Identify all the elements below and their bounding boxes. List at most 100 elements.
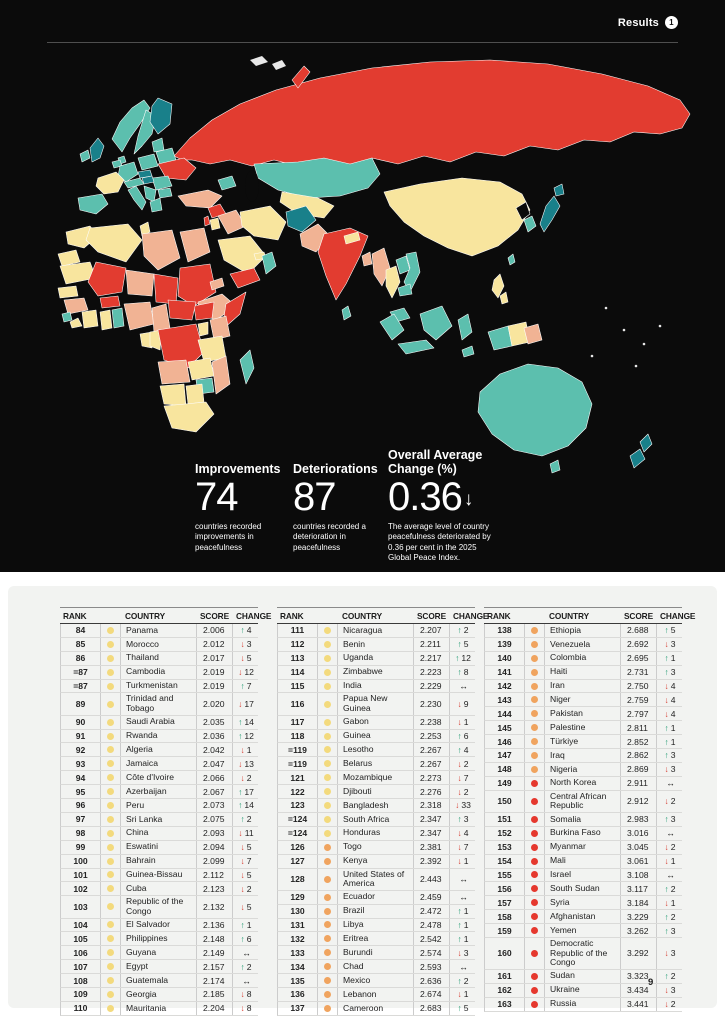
country-cell: Peru (121, 799, 197, 812)
score-cell: 2.695 (621, 651, 657, 665)
score-band-dot-cell (101, 651, 121, 665)
change-down-arrow-icon: ↓ (240, 901, 245, 912)
change-value: 2 (670, 883, 676, 894)
change-value: 7 (246, 856, 252, 867)
table-row: 86 Thailand 2.017 ↓ 5 (60, 651, 258, 666)
score-cell: 2.112 (197, 868, 233, 882)
change-value: 3 (463, 814, 469, 825)
rank-cell: 113 (278, 651, 318, 665)
rank-cell: 103 (61, 896, 101, 918)
change-value: 2 (463, 786, 469, 797)
rank-cell: 128 (278, 868, 318, 890)
change-value: 2 (670, 911, 676, 922)
change-down-arrow-icon: ↓ (664, 897, 669, 908)
change-value: 5 (246, 901, 252, 912)
yellow-dot-icon (107, 1004, 114, 1012)
rank-cell: =124 (278, 812, 318, 826)
red-dot-icon (531, 927, 538, 934)
score-band-dot-cell (318, 904, 338, 918)
change-value: 2 (246, 814, 252, 825)
score-cell: 2.381 (414, 840, 450, 854)
score-cell: 2.075 (197, 812, 233, 826)
rank-cell: 144 (485, 707, 525, 721)
score-band-dot-cell (525, 840, 545, 854)
rank-cell: 89 (61, 693, 101, 715)
score-cell: 2.750 (621, 679, 657, 693)
country-cell: Egypt (121, 960, 197, 974)
orange-dot-icon (531, 696, 538, 704)
rank-cell: 161 (485, 969, 525, 983)
column-header: COUNTRY (342, 610, 383, 621)
score-cell: 2.185 (197, 987, 233, 1001)
rank-cell: 150 (485, 790, 525, 812)
change-value: 3 (670, 750, 676, 761)
table-row: 123 Bangladesh 2.318 ↓ 33 (277, 799, 475, 813)
rank-cell: 107 (61, 960, 101, 974)
orange-dot-icon (531, 751, 538, 759)
orange-dot-icon (324, 857, 331, 865)
rank-cell: 100 (61, 854, 101, 868)
country-cell: Mali (545, 854, 621, 868)
rank-cell: 129 (278, 890, 318, 904)
change-up-arrow-icon: ↑ (664, 653, 669, 664)
change-down-arrow-icon: ↓ (664, 842, 669, 853)
score-cell: 2.017 (197, 651, 233, 665)
change-cell: ↑ 5 (450, 1002, 476, 1015)
change-value: 33 (461, 800, 471, 811)
change-same-arrow-icon: ↔ (242, 947, 251, 958)
change-up-arrow-icon: ↑ (664, 814, 669, 825)
score-cell: 3.184 (621, 896, 657, 910)
orange-dot-icon (531, 626, 538, 634)
table-row: 126 Togo 2.381 ↓ 7 (277, 840, 475, 855)
table-row: 142 Iran 2.750 ↓ 4 (484, 679, 682, 694)
score-band-dot-cell (525, 693, 545, 707)
score-cell: 2.099 (197, 854, 233, 868)
change-same-arrow-icon: ↔ (459, 961, 468, 972)
table-row: 152 Burkina Faso 3.016 ↔ (484, 826, 682, 841)
yellow-dot-icon (107, 682, 114, 690)
country-cell: Belarus (338, 757, 414, 771)
country-cell: Cambodia (121, 665, 197, 679)
score-cell: 2.223 (414, 665, 450, 679)
change-value: 14 (244, 717, 254, 728)
rank-cell: 163 (485, 997, 525, 1011)
change-up-arrow-icon: ↑ (457, 906, 462, 917)
rank-cell: 138 (485, 624, 525, 637)
yellow-dot-icon (107, 815, 114, 823)
score-cell: 2.136 (197, 918, 233, 932)
column-header: SCORE (624, 610, 654, 621)
table-row: 97 Sri Lanka 2.075 ↑ 2 (60, 812, 258, 827)
change-up-arrow-icon: ↑ (664, 883, 669, 894)
change-up-arrow-icon: ↑ (240, 961, 245, 972)
change-cell: ↓ 2 (450, 785, 476, 798)
table-row: 163 Russia 3.441 ↓ 2 (484, 997, 682, 1012)
score-cell: 3.061 (621, 854, 657, 868)
score-band-dot-cell (101, 918, 121, 932)
change-same-arrow-icon: ↔ (666, 828, 675, 839)
table-row: 111 Nicaragua 2.207 ↑ 2 (277, 624, 475, 638)
table-row: 113 Uganda 2.217 ↑ 12 (277, 651, 475, 666)
score-band-dot-cell (101, 637, 121, 651)
change-down-arrow-icon: ↓ (664, 639, 669, 650)
rank-cell: =119 (278, 757, 318, 771)
table-row: 154 Mali 3.061 ↓ 1 (484, 854, 682, 869)
change-cell: ↓ 5 (233, 896, 259, 917)
change-down-arrow-icon: ↓ (664, 764, 669, 775)
table-row: 143 Niger 2.759 ↓ 4 (484, 693, 682, 708)
rank-cell: 133 (278, 946, 318, 960)
country-cell: Haiti (545, 665, 621, 679)
map-panel: Results 1 (0, 0, 725, 572)
change-down-arrow-icon: ↓ (457, 758, 462, 769)
country-cell: Somalia (545, 812, 621, 826)
change-cell: ↓ 17 (233, 693, 259, 714)
table-row: 140 Colombia 2.695 ↑ 1 (484, 651, 682, 666)
score-cell: 2.983 (621, 812, 657, 826)
change-value: 2 (246, 772, 252, 783)
change-value: 1 (463, 906, 469, 917)
country-cell: Türkiye (545, 735, 621, 749)
rank-cell: 116 (278, 693, 318, 715)
country-cell: Thailand (121, 651, 197, 665)
change-value: 3 (670, 639, 676, 650)
orange-dot-icon (324, 1004, 331, 1012)
score-band-dot-cell (101, 854, 121, 868)
